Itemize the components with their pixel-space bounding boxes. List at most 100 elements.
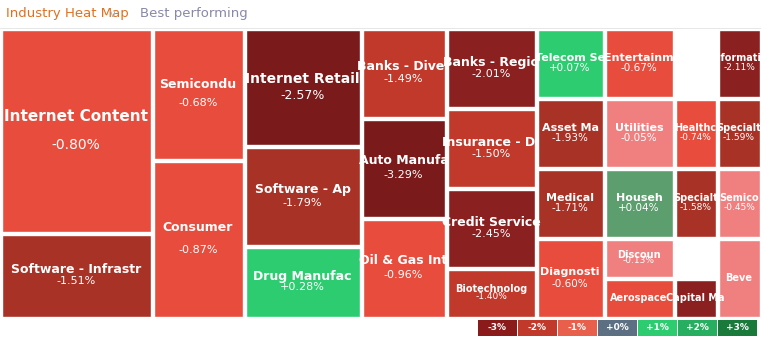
Bar xyxy=(606,239,673,276)
Text: -2.57%: -2.57% xyxy=(280,89,325,102)
Bar xyxy=(447,109,534,187)
Text: -1.50%: -1.50% xyxy=(471,149,511,158)
Bar xyxy=(606,100,673,167)
Bar xyxy=(2,235,151,317)
Bar xyxy=(676,279,715,317)
Bar xyxy=(447,30,534,106)
Bar xyxy=(606,279,673,317)
Bar xyxy=(154,162,243,317)
Bar xyxy=(537,170,603,237)
Bar xyxy=(718,320,756,336)
Bar xyxy=(537,100,603,167)
Text: +0.28%: +0.28% xyxy=(280,282,325,292)
Text: Software - Ap: Software - Ap xyxy=(255,183,350,196)
Text: -3%: -3% xyxy=(488,323,507,333)
Text: Banks - Diver: Banks - Diver xyxy=(357,60,451,73)
Text: +0.07%: +0.07% xyxy=(549,63,591,73)
Text: Specialt: Specialt xyxy=(673,193,718,203)
Bar xyxy=(677,320,717,336)
Text: -0.68%: -0.68% xyxy=(178,98,218,108)
Text: Semicondu: Semicondu xyxy=(160,78,237,91)
Bar xyxy=(537,239,603,317)
Text: Industry Heat Map: Industry Heat Map xyxy=(6,7,129,20)
Text: -0.13%: -0.13% xyxy=(623,256,655,265)
Text: Capital Ma: Capital Ma xyxy=(666,293,724,303)
Text: Internet Content: Internet Content xyxy=(4,109,148,124)
Bar xyxy=(362,30,444,117)
Text: -1.79%: -1.79% xyxy=(283,198,322,208)
Text: +1%: +1% xyxy=(645,323,668,333)
Text: -1%: -1% xyxy=(568,323,587,333)
Text: Aerospace: Aerospace xyxy=(610,293,667,303)
Text: Entertainm: Entertainm xyxy=(604,53,673,63)
Text: -3.29%: -3.29% xyxy=(384,170,423,180)
Text: Diagnosti: Diagnosti xyxy=(540,267,600,277)
Text: Medical: Medical xyxy=(546,193,594,203)
Text: -1.71%: -1.71% xyxy=(552,203,588,213)
Text: Specialt: Specialt xyxy=(717,123,761,133)
Text: Biotechnolog: Biotechnolog xyxy=(455,285,527,294)
Bar xyxy=(718,100,759,167)
Text: Internet Retail: Internet Retail xyxy=(245,72,360,86)
Text: +2%: +2% xyxy=(686,323,708,333)
Bar xyxy=(517,320,556,336)
Bar xyxy=(362,220,444,317)
Bar xyxy=(718,30,759,97)
Bar xyxy=(718,239,759,317)
Text: Utilities: Utilities xyxy=(615,123,664,133)
Text: Telecom Se: Telecom Se xyxy=(535,53,605,63)
Text: -1.58%: -1.58% xyxy=(680,203,712,212)
Text: -1.49%: -1.49% xyxy=(384,74,423,84)
Text: +0.04%: +0.04% xyxy=(618,203,660,213)
Text: -0.74%: -0.74% xyxy=(680,133,712,142)
Bar xyxy=(362,119,444,217)
Text: v: v xyxy=(110,9,116,19)
Bar xyxy=(676,100,715,167)
Text: Discoun: Discoun xyxy=(617,250,661,260)
Text: -0.67%: -0.67% xyxy=(621,63,658,73)
Text: -2%: -2% xyxy=(527,323,546,333)
Text: Best performing: Best performing xyxy=(140,7,248,20)
Text: Insurance - Di: Insurance - Di xyxy=(442,136,540,149)
Text: Banks - Regio: Banks - Regio xyxy=(443,56,539,69)
Text: -1.93%: -1.93% xyxy=(552,133,588,143)
Text: +3%: +3% xyxy=(725,323,748,333)
Text: Software - Infrastr: Software - Infrastr xyxy=(11,263,141,276)
Text: Househ: Househ xyxy=(616,193,662,203)
Bar xyxy=(154,30,243,158)
Bar xyxy=(447,270,534,317)
Text: -0.60%: -0.60% xyxy=(552,278,588,289)
Bar xyxy=(246,248,359,317)
Text: +0%: +0% xyxy=(606,323,629,333)
Text: Oil & Gas Int: Oil & Gas Int xyxy=(359,255,447,268)
Bar xyxy=(447,189,534,267)
Text: Drug Manufac: Drug Manufac xyxy=(253,270,352,284)
Bar xyxy=(718,170,759,237)
Text: -0.45%: -0.45% xyxy=(723,203,755,212)
Text: -2.11%: -2.11% xyxy=(723,63,755,72)
Bar xyxy=(477,320,517,336)
Bar xyxy=(606,30,673,97)
Bar xyxy=(676,170,715,237)
Text: -1.40%: -1.40% xyxy=(475,292,507,301)
Text: Asset Ma: Asset Ma xyxy=(542,123,598,133)
Text: -1.51%: -1.51% xyxy=(56,276,96,286)
Text: Beve: Beve xyxy=(725,273,753,283)
Text: Healthc: Healthc xyxy=(674,123,717,133)
Text: -0.87%: -0.87% xyxy=(178,245,218,255)
Text: -1.59%: -1.59% xyxy=(723,133,755,142)
Text: Auto Manufa: Auto Manufa xyxy=(358,154,448,168)
Bar xyxy=(638,320,677,336)
Bar xyxy=(558,320,597,336)
Text: -2.01%: -2.01% xyxy=(471,69,511,79)
Text: -0.05%: -0.05% xyxy=(621,133,658,143)
Text: Credit Service: Credit Service xyxy=(441,216,540,229)
Bar xyxy=(597,320,636,336)
Bar xyxy=(606,170,673,237)
Bar xyxy=(537,30,603,97)
Text: -2.45%: -2.45% xyxy=(471,228,511,239)
Text: -0.80%: -0.80% xyxy=(52,138,100,152)
Bar xyxy=(246,148,359,244)
Text: Consumer: Consumer xyxy=(163,221,233,235)
Text: -0.96%: -0.96% xyxy=(384,270,423,280)
